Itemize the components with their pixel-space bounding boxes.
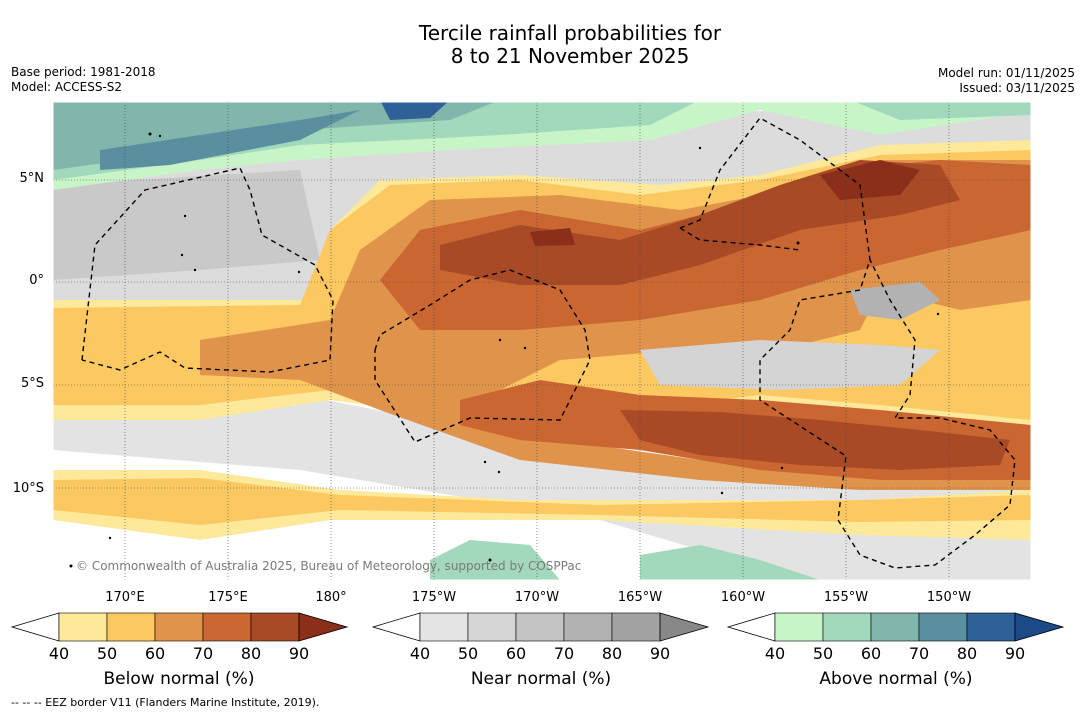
- graticule: [53, 102, 1031, 580]
- lat-label-5n: 5°N: [19, 171, 45, 186]
- cb1-tick: 50: [96, 644, 118, 663]
- eez-borders: [81, 117, 1016, 569]
- map-title: Tercile rainfall probabilities for 8 to …: [0, 22, 1085, 68]
- cb1-tick: 80: [240, 644, 262, 663]
- cb3-tick: 40: [764, 644, 786, 663]
- below-normal-50-south: [53, 478, 1031, 525]
- model-run: Model run: 01/11/2025: [937, 66, 1075, 80]
- lat-label-10s: 10°S: [12, 481, 44, 496]
- above-normal-south-west: [430, 540, 560, 580]
- cb2-tick: 70: [553, 644, 575, 663]
- lon-label-180: 180°: [315, 590, 347, 605]
- cb1-tick: 40: [48, 644, 70, 663]
- lat-label-5s: 5°S: [20, 376, 44, 391]
- lon-label-155w: 155°W: [823, 590, 869, 605]
- colorbar-below-normal-title: Below normal (%): [103, 669, 255, 689]
- lon-label-150w: 150°W: [926, 590, 972, 605]
- cb3-tick: 70: [908, 644, 930, 663]
- near-normal-east-patch: [850, 282, 940, 320]
- lon-label-165w: 165°W: [617, 590, 663, 605]
- islands: [69, 132, 940, 568]
- above-normal-north-core: [100, 110, 360, 170]
- issued-date: Issued: 03/11/2025: [959, 81, 1075, 95]
- below-normal-90-spot: [530, 228, 575, 246]
- cb3-tick: 90: [1004, 644, 1026, 663]
- cb1-tick: 90: [288, 644, 310, 663]
- cb2-tick: 90: [649, 644, 671, 663]
- near-normal-south-region: [53, 390, 1031, 580]
- above-normal-south-east: [640, 545, 820, 580]
- cb2-tick: 80: [601, 644, 623, 663]
- lon-label-175e: 175°E: [208, 590, 248, 605]
- cb3-tick: 50: [812, 644, 834, 663]
- eez-border-note: -- -- -- EEZ border V11 (Flanders Marine…: [11, 696, 320, 709]
- meta-left: Base period: 1981-2018 Model: ACCESS-S2: [11, 65, 156, 95]
- near-normal-west-region: [53, 170, 320, 280]
- lat-label-0: 0°: [29, 273, 44, 288]
- lon-label-170e: 170°E: [105, 590, 145, 605]
- cb2-tick: 40: [409, 644, 431, 663]
- cb2-tick: 50: [457, 644, 479, 663]
- colorbar-near-normal: [371, 612, 710, 642]
- title-line-2: 8 to 21 November 2025: [450, 44, 690, 68]
- above-normal-north-peak: [381, 102, 448, 120]
- base-period: Base period: 1981-2018: [11, 65, 156, 79]
- model-name: Model: ACCESS-S2: [11, 80, 123, 94]
- cb1-tick: 60: [144, 644, 166, 663]
- cb3-tick: 60: [860, 644, 882, 663]
- meta-right: Model run: 01/11/2025 Issued: 03/11/2025: [938, 66, 1075, 96]
- lon-label-170w: 170°W: [514, 590, 560, 605]
- lon-label-175w: 175°W: [411, 590, 457, 605]
- colorbar-near-normal-title: Near normal (%): [470, 669, 612, 689]
- title-line-1: Tercile rainfall probabilities for: [418, 21, 722, 45]
- cb1-tick: 70: [192, 644, 214, 663]
- below-normal-80-south: [620, 410, 1010, 470]
- lon-label-160w: 160°W: [720, 590, 766, 605]
- colorbar-below-normal: [10, 612, 349, 642]
- colorbar-above-normal-title: Above normal (%): [819, 669, 973, 689]
- above-normal-northeast: [855, 102, 1031, 120]
- colorbar-above-normal: [726, 612, 1065, 642]
- near-normal-equatorial-patch: [640, 340, 940, 390]
- below-normal-80-north: [440, 160, 960, 285]
- cb2-tick: 60: [505, 644, 527, 663]
- cb3-tick: 80: [956, 644, 978, 663]
- copyright-text: © Commonwealth of Australia 2025, Bureau…: [76, 559, 582, 573]
